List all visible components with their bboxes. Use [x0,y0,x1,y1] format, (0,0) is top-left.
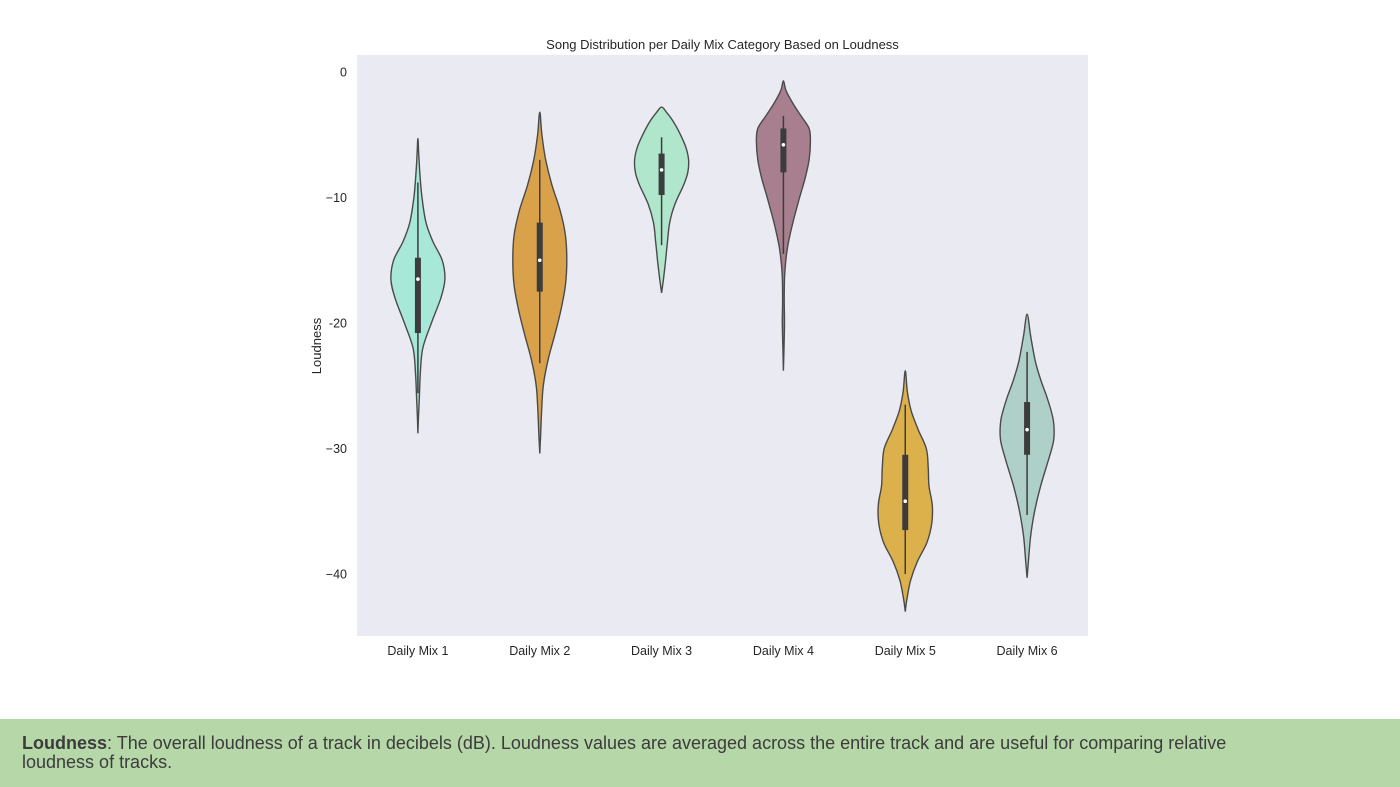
caption-term: Loudness [22,733,108,753]
chart-title: Song Distribution per Daily Mix Category… [546,37,899,52]
plot-area [357,55,1088,636]
violin-iqr-box [902,454,909,531]
x-tick-label: Daily Mix 1 [387,644,448,658]
violin-iqr-box [658,153,665,195]
violin-iqr-box [536,222,543,292]
violin-series [390,80,1055,612]
violin-median [781,142,786,147]
x-axis-ticks: Daily Mix 1 Daily Mix 2 Daily Mix 3 Daily M… [387,644,1057,658]
violin-median [537,258,542,263]
violin-chart: Song Distribution per Daily Mix Category… [309,37,1088,658]
y-tick-label: 0 [340,66,347,80]
violin-median [1025,427,1029,432]
caption-description: : The overall loudness of a track in dec… [22,733,1227,772]
y-tick-label: −10 [326,191,347,205]
violin-iqr-box [414,257,421,334]
violin-iqr-box [780,128,787,173]
caption-band: Loudness: The overall loudness of a trac… [0,719,1400,787]
x-tick-label: Daily Mix 5 [875,644,936,658]
violin-median [659,168,664,172]
chart-canvas: Song Distribution per Daily Mix Category… [309,37,1088,658]
caption-text: Loudness: The overall loudness of a trac… [22,734,1252,772]
y-tick-label: −40 [326,568,347,582]
violin-median [903,499,908,504]
x-tick-label: Daily Mix 6 [997,644,1058,658]
y-axis-ticks: 0 −10 -20 −30 −40 [326,66,347,582]
y-tick-label: -20 [329,317,347,331]
x-tick-label: Daily Mix 2 [509,644,570,658]
violin-median [416,277,420,281]
y-tick-label: −30 [326,442,347,456]
x-tick-label: Daily Mix 4 [753,644,814,658]
y-axis-label: Loudness [309,317,324,374]
x-tick-label: Daily Mix 3 [631,644,692,658]
